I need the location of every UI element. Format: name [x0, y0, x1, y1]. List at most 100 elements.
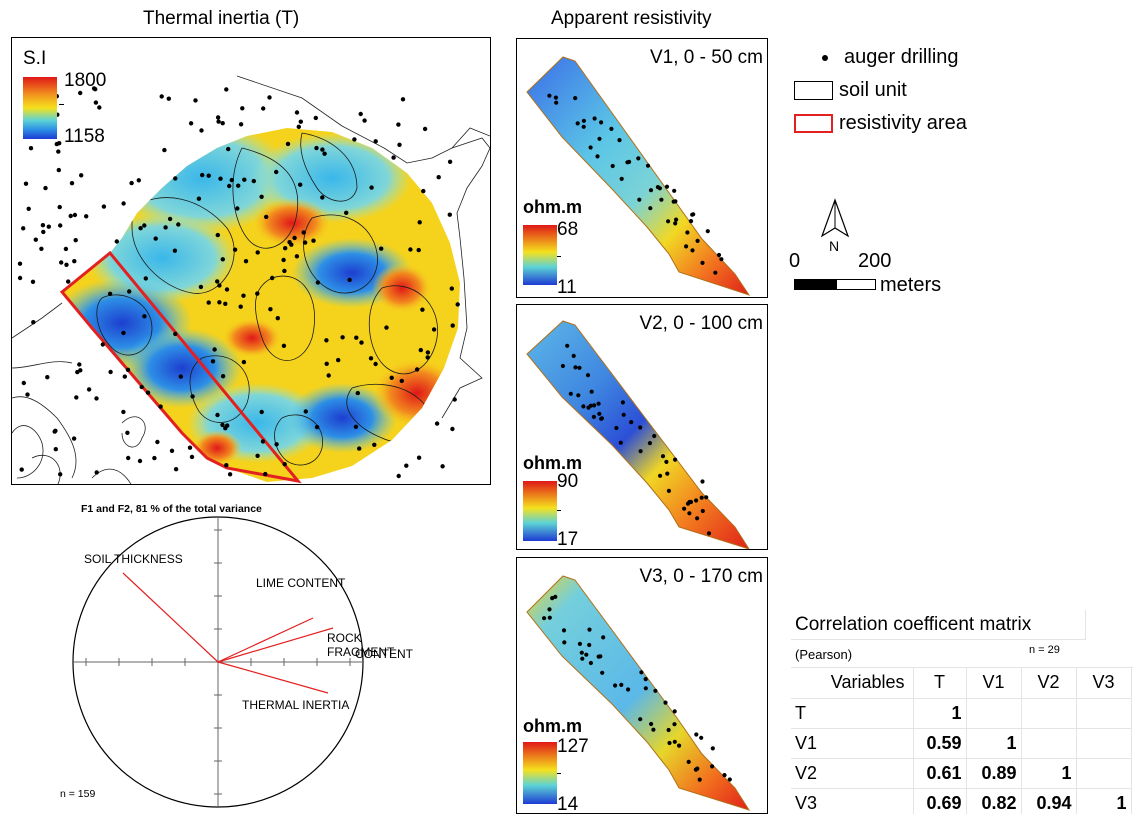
- auger-point: [137, 458, 143, 464]
- auger-point: [421, 188, 426, 194]
- auger-point: [355, 390, 360, 396]
- resistivity-map-v3: [526, 575, 751, 811]
- corr-cell: 0.59: [913, 728, 967, 759]
- auger-point: [136, 178, 141, 183]
- auger-point: [311, 238, 316, 243]
- v2-label: V2, 0 - 100 cm: [639, 313, 763, 334]
- v3-label: V3, 0 - 170 cm: [639, 566, 763, 587]
- corr-cell: 1: [1076, 788, 1132, 814]
- auger-point: [261, 106, 266, 111]
- auger-point: [199, 128, 204, 133]
- auger-point: [206, 173, 211, 178]
- auger-point: [673, 457, 678, 462]
- v1-scale-max: 68: [557, 219, 579, 240]
- v1-label: V1, 0 - 50 cm: [650, 47, 763, 68]
- auger-point: [397, 142, 402, 147]
- auger-point: [585, 373, 591, 378]
- auger-point: [303, 409, 308, 414]
- auger-point: [126, 455, 131, 461]
- auger-point: [121, 330, 126, 336]
- auger-point: [264, 214, 269, 220]
- auger-point: [609, 126, 614, 131]
- corr-header-t: T: [913, 668, 967, 699]
- auger-point: [396, 122, 401, 127]
- auger-point: [28, 146, 34, 151]
- auger-point: [259, 409, 264, 415]
- auger-point: [588, 403, 593, 408]
- auger-point: [638, 717, 643, 722]
- auger-point: [706, 531, 712, 536]
- auger-point: [188, 121, 194, 126]
- auger-point: [54, 141, 59, 147]
- resistivity-panel-v1: V1, 0 - 50 cm ohm.m 68 11: [516, 38, 768, 298]
- thermal-scale-tick: [59, 104, 64, 105]
- auger-point: [560, 363, 565, 369]
- auger-point: [336, 357, 341, 363]
- auger-point: [122, 374, 128, 379]
- auger-point: [562, 640, 567, 645]
- auger-point: [23, 181, 29, 186]
- auger-point: [73, 238, 78, 243]
- auger-point: [153, 236, 158, 241]
- legend-soil: soil unit: [794, 79, 907, 102]
- auger-point: [659, 197, 664, 202]
- v2-color-scale: [523, 481, 557, 541]
- auger-point: [143, 276, 148, 281]
- auger-point: [704, 495, 709, 500]
- auger-point: [301, 230, 306, 235]
- auger-point: [84, 214, 89, 219]
- auger-point: [212, 347, 217, 352]
- auger-point: [274, 442, 279, 447]
- auger-point: [320, 147, 325, 152]
- pca-label-content: CONTENT: [355, 647, 413, 661]
- auger-point: [215, 412, 220, 418]
- auger-point: [581, 124, 586, 129]
- auger-point: [33, 237, 38, 242]
- auger-point: [340, 335, 345, 340]
- auger-point: [56, 167, 61, 173]
- resistivity-title: Apparent resistivity: [551, 8, 712, 29]
- auger-point: [190, 394, 195, 399]
- legend-auger-label: auger drilling: [844, 46, 959, 68]
- auger-point: [686, 759, 691, 764]
- auger-point: [283, 246, 288, 251]
- auger-point: [56, 149, 61, 154]
- resistivity-map-v1: [526, 56, 751, 296]
- auger-point: [320, 195, 325, 200]
- corr-row-label: V2: [791, 758, 914, 789]
- auger-point: [58, 223, 63, 228]
- auger-point: [677, 743, 682, 748]
- auger-point: [255, 291, 260, 296]
- auger-point: [691, 212, 696, 217]
- auger-point: [581, 404, 586, 409]
- auger-point: [163, 225, 168, 230]
- auger-point: [232, 247, 238, 252]
- auger-point: [220, 121, 225, 126]
- auger-point: [324, 338, 329, 343]
- pca-plot: F1 and F2, 81 % of the total variance SO…: [11, 500, 431, 810]
- auger-point: [21, 380, 26, 386]
- scale-bar-black: [794, 279, 836, 290]
- auger-point: [94, 396, 99, 401]
- auger-point: [227, 472, 233, 477]
- v2-scale-tick: [557, 510, 561, 511]
- auger-point: [218, 176, 223, 181]
- auger-point: [425, 350, 431, 355]
- auger-point: [158, 404, 163, 409]
- auger-point: [282, 462, 287, 467]
- auger-point: [263, 471, 268, 477]
- auger-point: [220, 374, 226, 379]
- auger-point: [391, 155, 396, 160]
- auger-point: [672, 188, 677, 193]
- corr-cell: 0.94: [1021, 788, 1077, 814]
- auger-point: [255, 250, 260, 255]
- auger-point: [275, 316, 280, 321]
- auger-point: [97, 105, 102, 110]
- auger-point: [216, 119, 221, 124]
- auger-point: [121, 409, 126, 415]
- auger-point: [700, 260, 705, 265]
- thermal-title: Thermal inertia (T): [143, 8, 300, 29]
- auger-point: [597, 411, 602, 416]
- auger-point: [242, 177, 247, 182]
- auger-point: [621, 412, 626, 417]
